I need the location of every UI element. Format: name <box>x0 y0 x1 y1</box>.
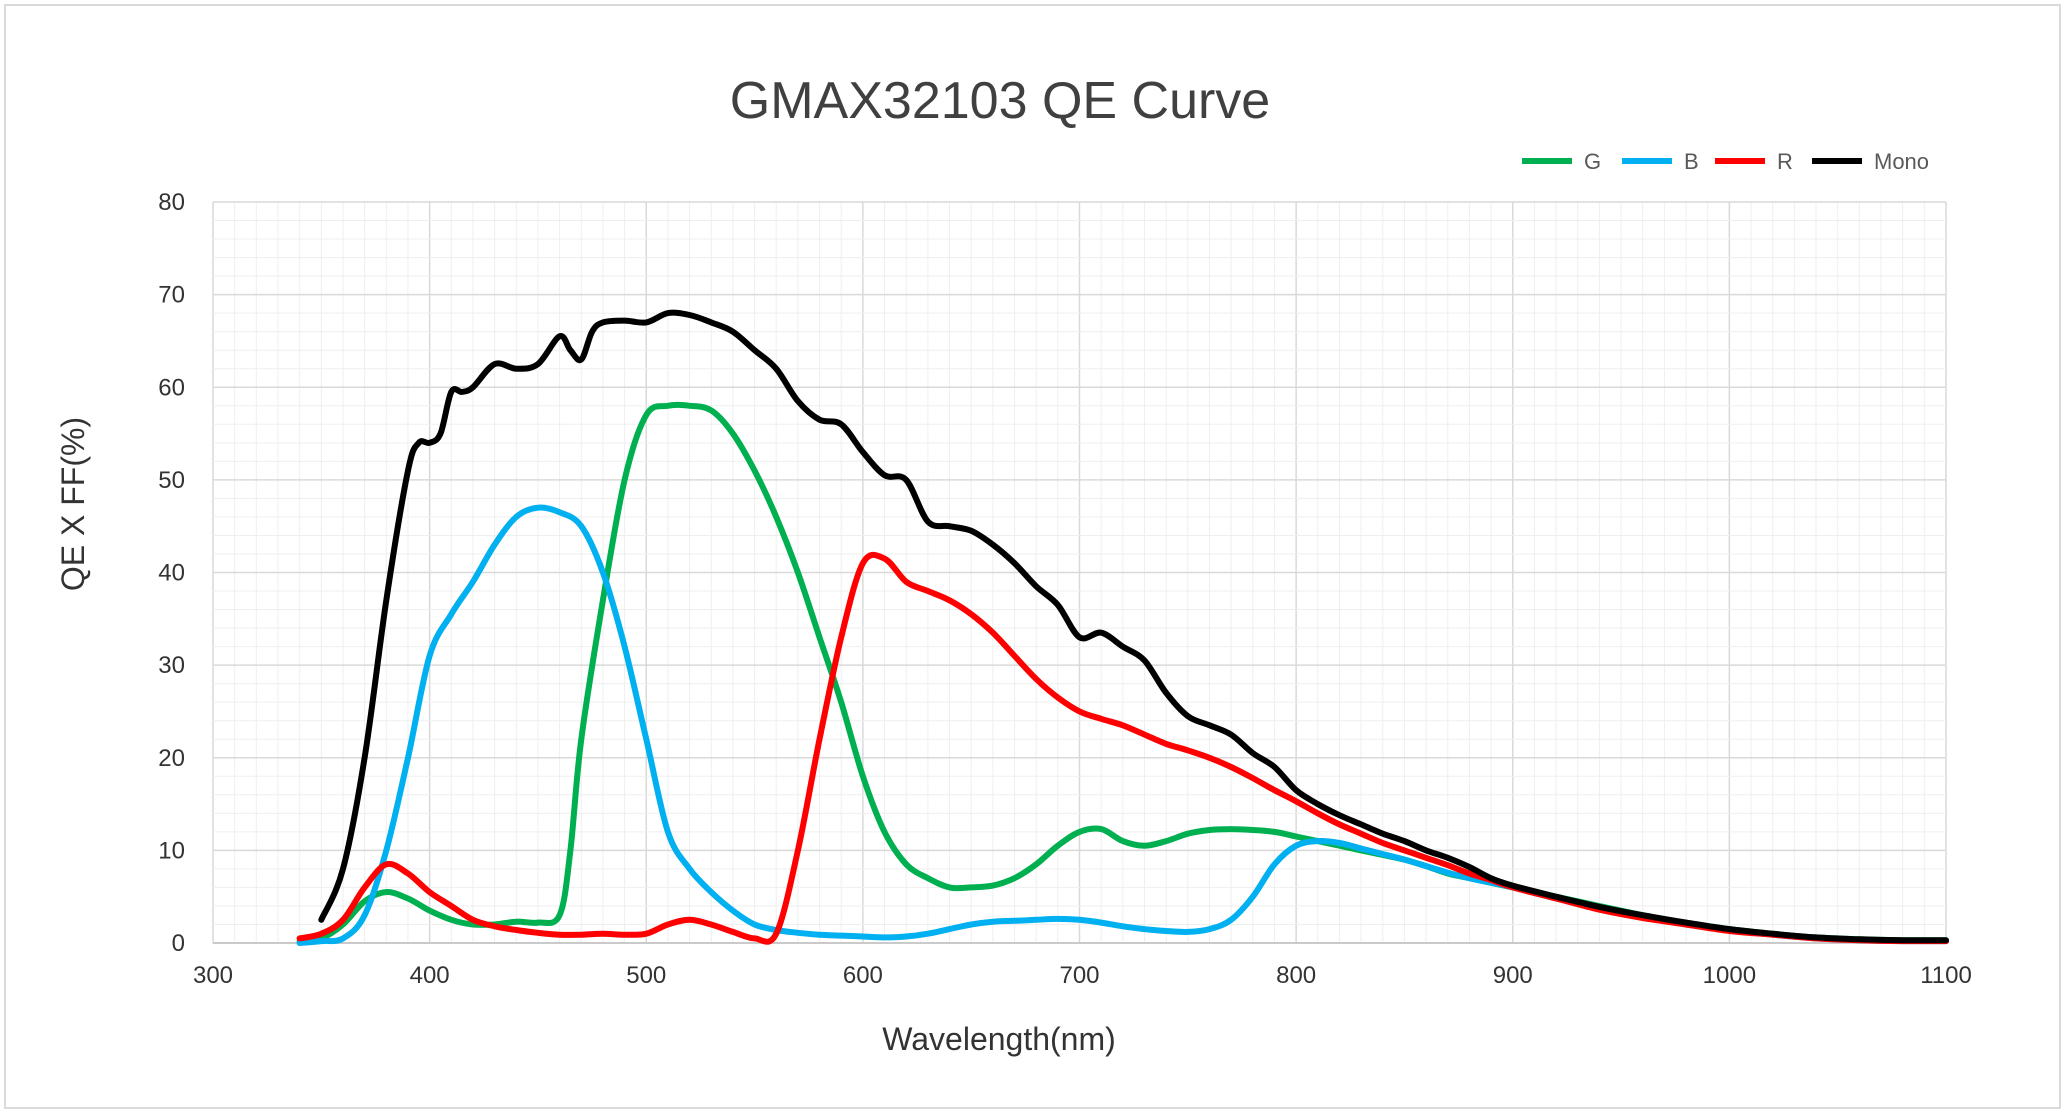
x-tick-label: 300 <box>193 962 233 989</box>
x-tick-label: 600 <box>843 962 883 989</box>
x-tick-label: 400 <box>410 962 450 989</box>
y-tick-label: 60 <box>158 374 185 401</box>
series-lines <box>296 309 1949 946</box>
x-tick-label: 500 <box>626 962 666 989</box>
y-tick-label: 0 <box>172 930 185 957</box>
legend-label-mono: Mono <box>1874 149 1929 174</box>
x-tick-label: 700 <box>1059 962 1099 989</box>
y-tick-label: 30 <box>158 652 185 679</box>
y-axis-title: QE X FF(%) <box>55 417 91 591</box>
y-axis-ticks: 0 10 20 30 40 50 60 70 80 <box>158 189 185 957</box>
x-tick-label: 800 <box>1276 962 1316 989</box>
chart-title: GMAX32103 QE Curve <box>730 72 1270 130</box>
series-line-mono <box>318 309 1949 944</box>
legend-label-r: R <box>1777 149 1793 174</box>
y-tick-label: 40 <box>158 560 185 587</box>
x-tick-label: 1000 <box>1703 962 1756 989</box>
y-tick-label: 80 <box>158 189 185 216</box>
legend: G B R Mono <box>1522 149 1929 174</box>
x-tick-label: 1100 <box>1920 962 1972 989</box>
y-tick-label: 70 <box>158 282 185 309</box>
legend-label-b: B <box>1684 149 1699 174</box>
x-tick-label: 900 <box>1493 962 1533 989</box>
grid <box>212 201 1947 944</box>
y-tick-label: 50 <box>158 467 185 494</box>
y-tick-label: 20 <box>158 745 185 772</box>
x-axis-ticks: 300 400 500 600 700 800 900 1000 1100 <box>193 962 1972 989</box>
y-tick-label: 10 <box>158 837 185 864</box>
legend-label-g: G <box>1584 149 1601 174</box>
x-axis-title: Wavelength(nm) <box>882 1021 1116 1057</box>
